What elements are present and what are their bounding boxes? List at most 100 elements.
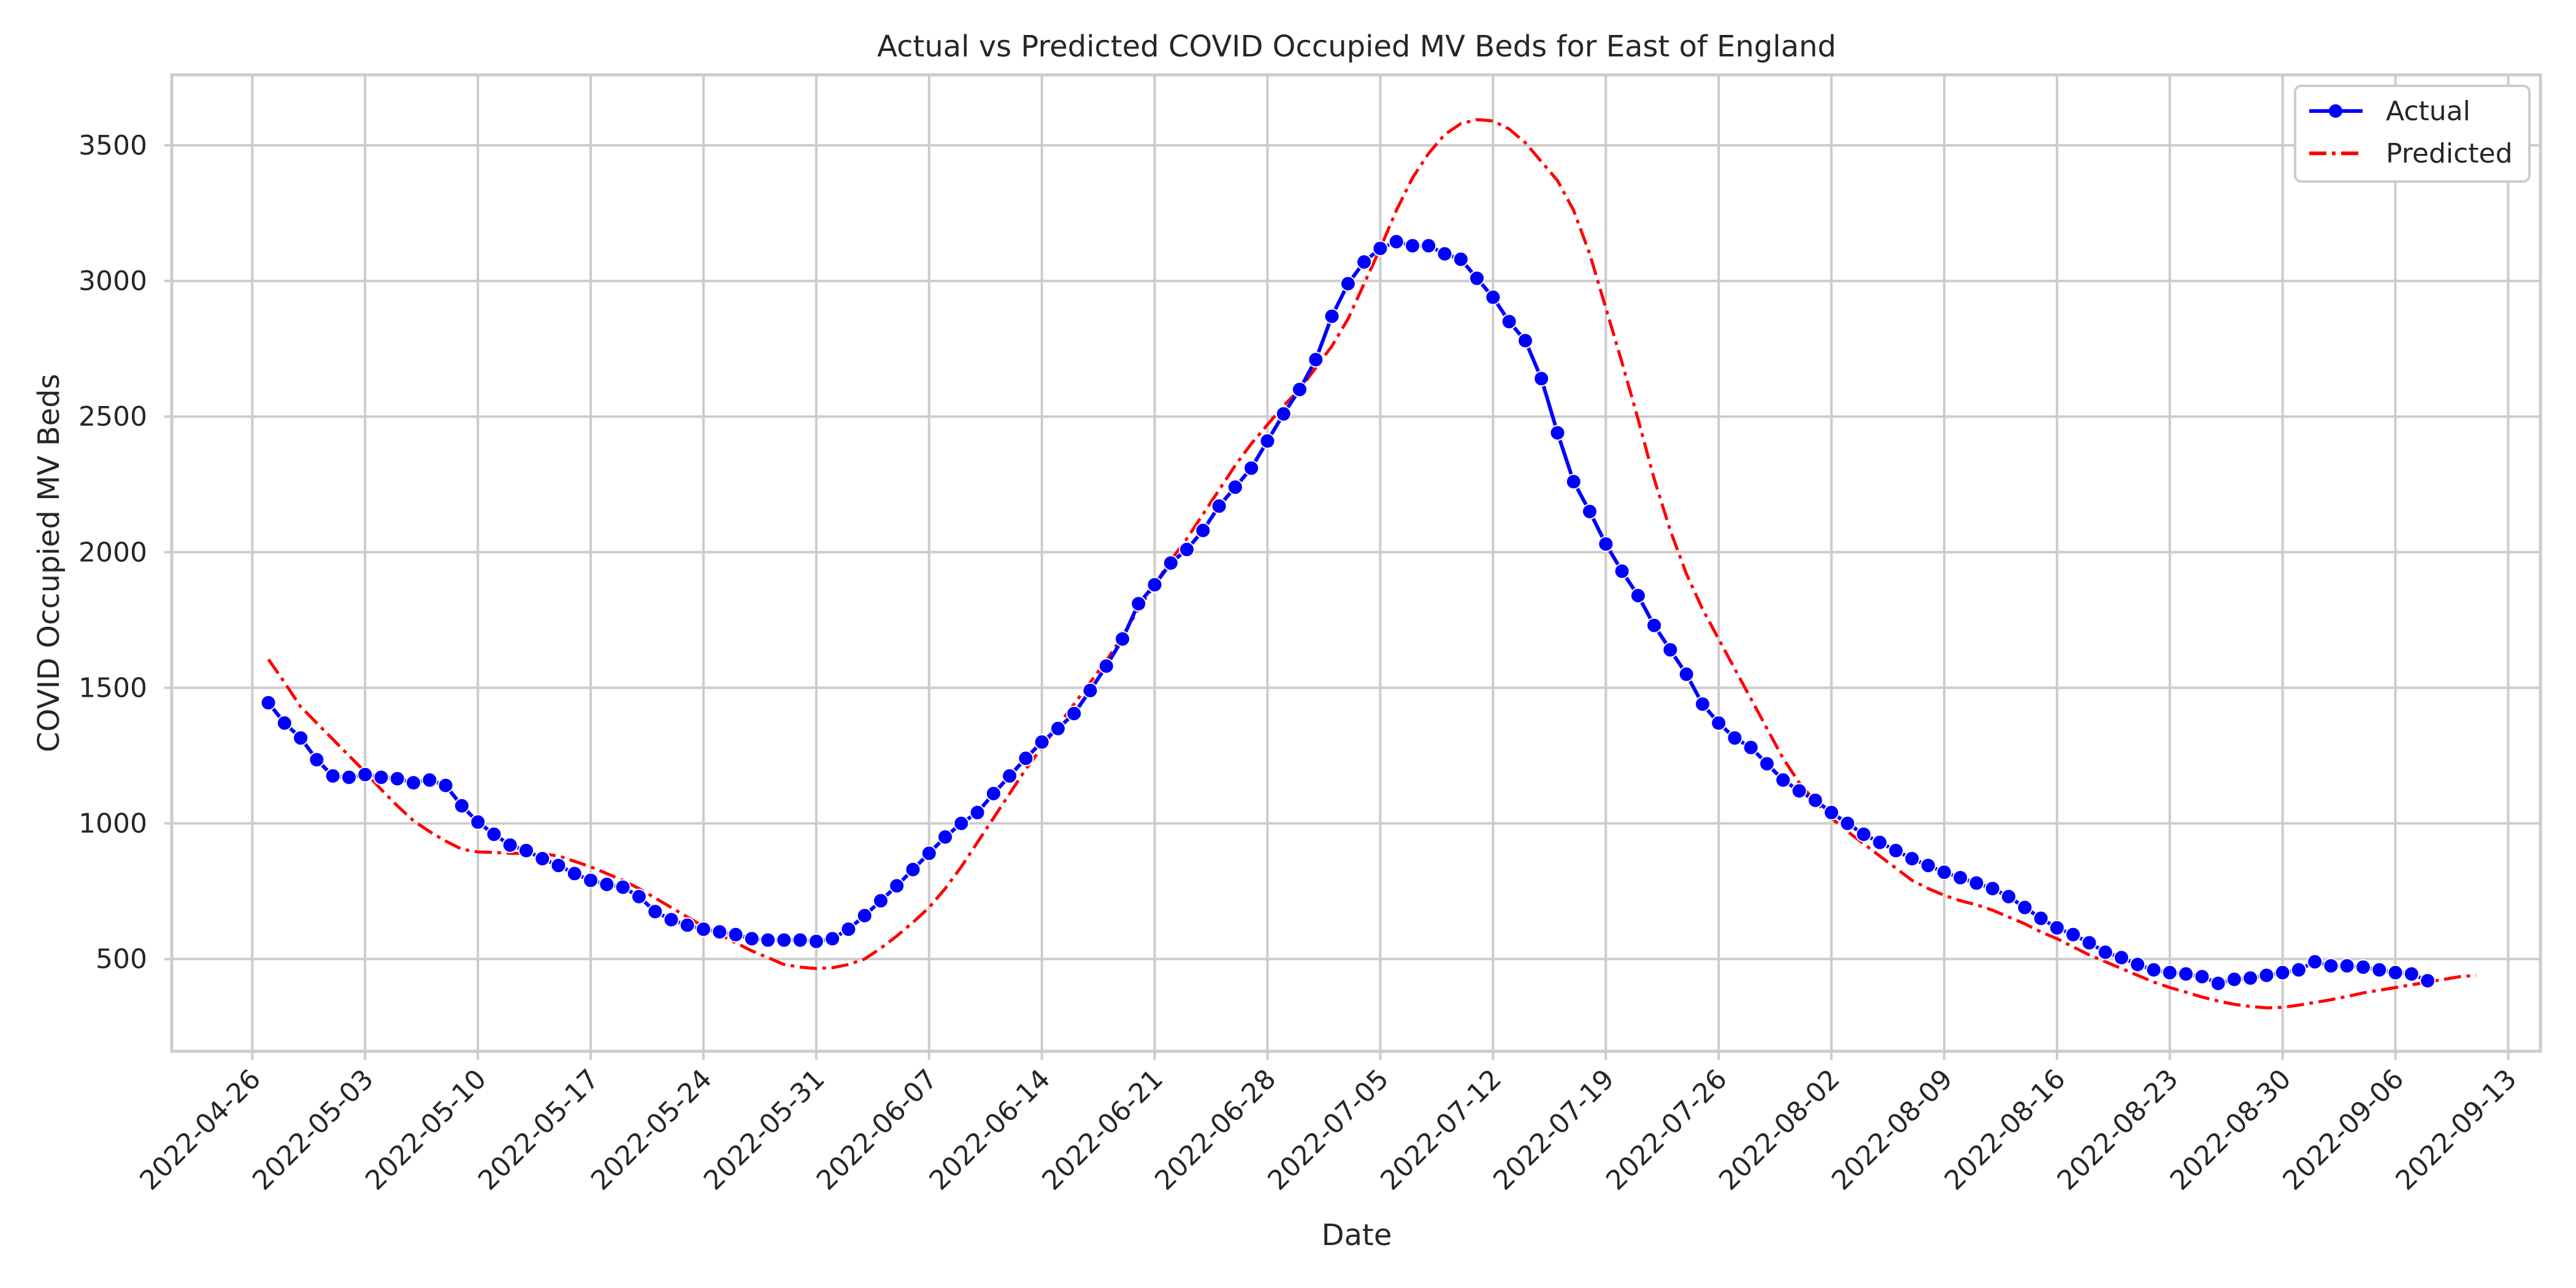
data-point-actual <box>840 921 857 937</box>
data-point-actual <box>1162 555 1179 571</box>
data-point-actual <box>1920 857 1936 874</box>
data-point-actual <box>1501 313 1517 330</box>
data-point-actual <box>405 775 422 791</box>
data-point-actual <box>937 829 954 845</box>
data-point-actual <box>792 932 808 948</box>
data-point-actual <box>1405 237 1420 254</box>
data-point-actual <box>2081 935 2098 951</box>
data-point-actual <box>1807 792 1823 808</box>
data-point-actual <box>1855 826 1872 843</box>
data-point-actual <box>663 911 680 928</box>
data-point-actual <box>2017 899 2033 916</box>
data-point-actual <box>1581 504 1598 519</box>
data-point-actual <box>437 777 454 794</box>
data-point-actual <box>1839 815 1856 832</box>
data-point-actual <box>1340 275 1356 292</box>
data-point-actual <box>856 907 873 924</box>
data-point-actual <box>1146 577 1163 593</box>
data-point-actual <box>357 766 374 783</box>
data-point-actual <box>2113 949 2129 966</box>
y-tick-label: 2500 <box>79 401 147 432</box>
data-point-actual <box>824 930 841 947</box>
data-point-actual <box>1066 705 1083 722</box>
y-tick-label: 2000 <box>79 537 147 568</box>
data-point-actual <box>647 903 664 920</box>
data-point-actual <box>1936 864 1952 881</box>
data-point-actual <box>1630 588 1646 604</box>
data-point-actual <box>373 769 389 786</box>
data-point-actual <box>2033 910 2049 927</box>
data-point-actual <box>696 921 711 937</box>
y-tick-label: 1000 <box>79 808 147 840</box>
data-point-actual <box>953 815 970 832</box>
data-point-actual <box>599 876 615 892</box>
data-point-actual <box>1485 289 1501 305</box>
data-point-actual <box>1904 851 1920 867</box>
data-point-actual <box>2001 888 2017 905</box>
data-point-actual <box>1742 739 1759 756</box>
data-point-actual <box>2387 964 2404 981</box>
data-point-actual <box>727 926 744 943</box>
data-point-actual <box>1565 473 1582 490</box>
data-point-actual <box>1888 842 1904 859</box>
data-point-actual <box>1130 596 1147 612</box>
data-point-actual <box>1469 270 1485 286</box>
series-line-predicted <box>267 118 2477 1010</box>
x-axis-label: Date <box>1322 1218 1392 1252</box>
data-point-actual <box>1823 804 1839 821</box>
data-point-actual <box>1002 768 1018 784</box>
data-point-actual <box>341 769 357 786</box>
data-point-actual <box>969 804 986 821</box>
plot-frame <box>170 73 2542 1053</box>
data-point-actual <box>1372 240 1389 256</box>
data-point-actual <box>776 932 792 948</box>
data-point-actual <box>502 837 518 853</box>
data-point-actual <box>1098 658 1114 674</box>
data-point-actual <box>421 772 438 788</box>
data-point-actual <box>2097 944 2114 960</box>
data-point-actual <box>1646 617 1662 634</box>
data-point-actual <box>2274 964 2291 981</box>
legend-label-predicted: Predicted <box>2386 138 2513 169</box>
data-point-actual <box>2161 964 2178 981</box>
data-point-actual <box>1292 381 1308 397</box>
data-point-actual <box>1452 251 1469 267</box>
data-point-actual <box>1533 370 1550 387</box>
data-point-actual <box>1436 245 1453 262</box>
series-layer <box>260 118 2477 1010</box>
data-point-actual <box>1758 756 1775 772</box>
data-point-actual <box>905 861 921 878</box>
y-tick-label: 3500 <box>79 130 147 161</box>
data-point-actual <box>1968 875 1985 891</box>
data-point-actual <box>260 694 277 711</box>
data-point-actual <box>1114 631 1131 647</box>
data-point-actual <box>293 730 309 746</box>
data-point-actual <box>2145 962 2162 978</box>
grid-lines <box>172 75 2540 1051</box>
data-point-actual <box>2290 962 2307 978</box>
data-point-actual <box>1984 880 2001 897</box>
chart-title: Actual vs Predicted COVID Occupied MV Be… <box>877 29 1836 64</box>
data-point-actual <box>1678 666 1695 683</box>
data-point-actual <box>1033 734 1050 750</box>
legend: Actual Predicted <box>2294 85 2531 183</box>
data-point-actual <box>873 892 889 909</box>
data-point-actual <box>1871 834 1888 851</box>
data-point-actual <box>2371 962 2388 978</box>
data-point-actual <box>453 797 470 814</box>
data-point-actual <box>2178 966 2194 982</box>
data-point-actual <box>631 888 647 905</box>
data-point-actual <box>1082 682 1098 699</box>
data-point-actual <box>1308 351 1324 368</box>
data-point-actual <box>2403 966 2420 982</box>
data-point-actual <box>1324 308 1340 324</box>
data-point-actual <box>1179 541 1195 558</box>
data-point-actual <box>534 851 551 867</box>
data-point-actual <box>2210 975 2226 992</box>
data-point-actual <box>470 814 486 830</box>
data-point-actual <box>324 768 341 784</box>
data-point-actual <box>679 917 696 933</box>
legend-marker-actual <box>2329 104 2342 118</box>
data-point-actual <box>760 932 776 948</box>
